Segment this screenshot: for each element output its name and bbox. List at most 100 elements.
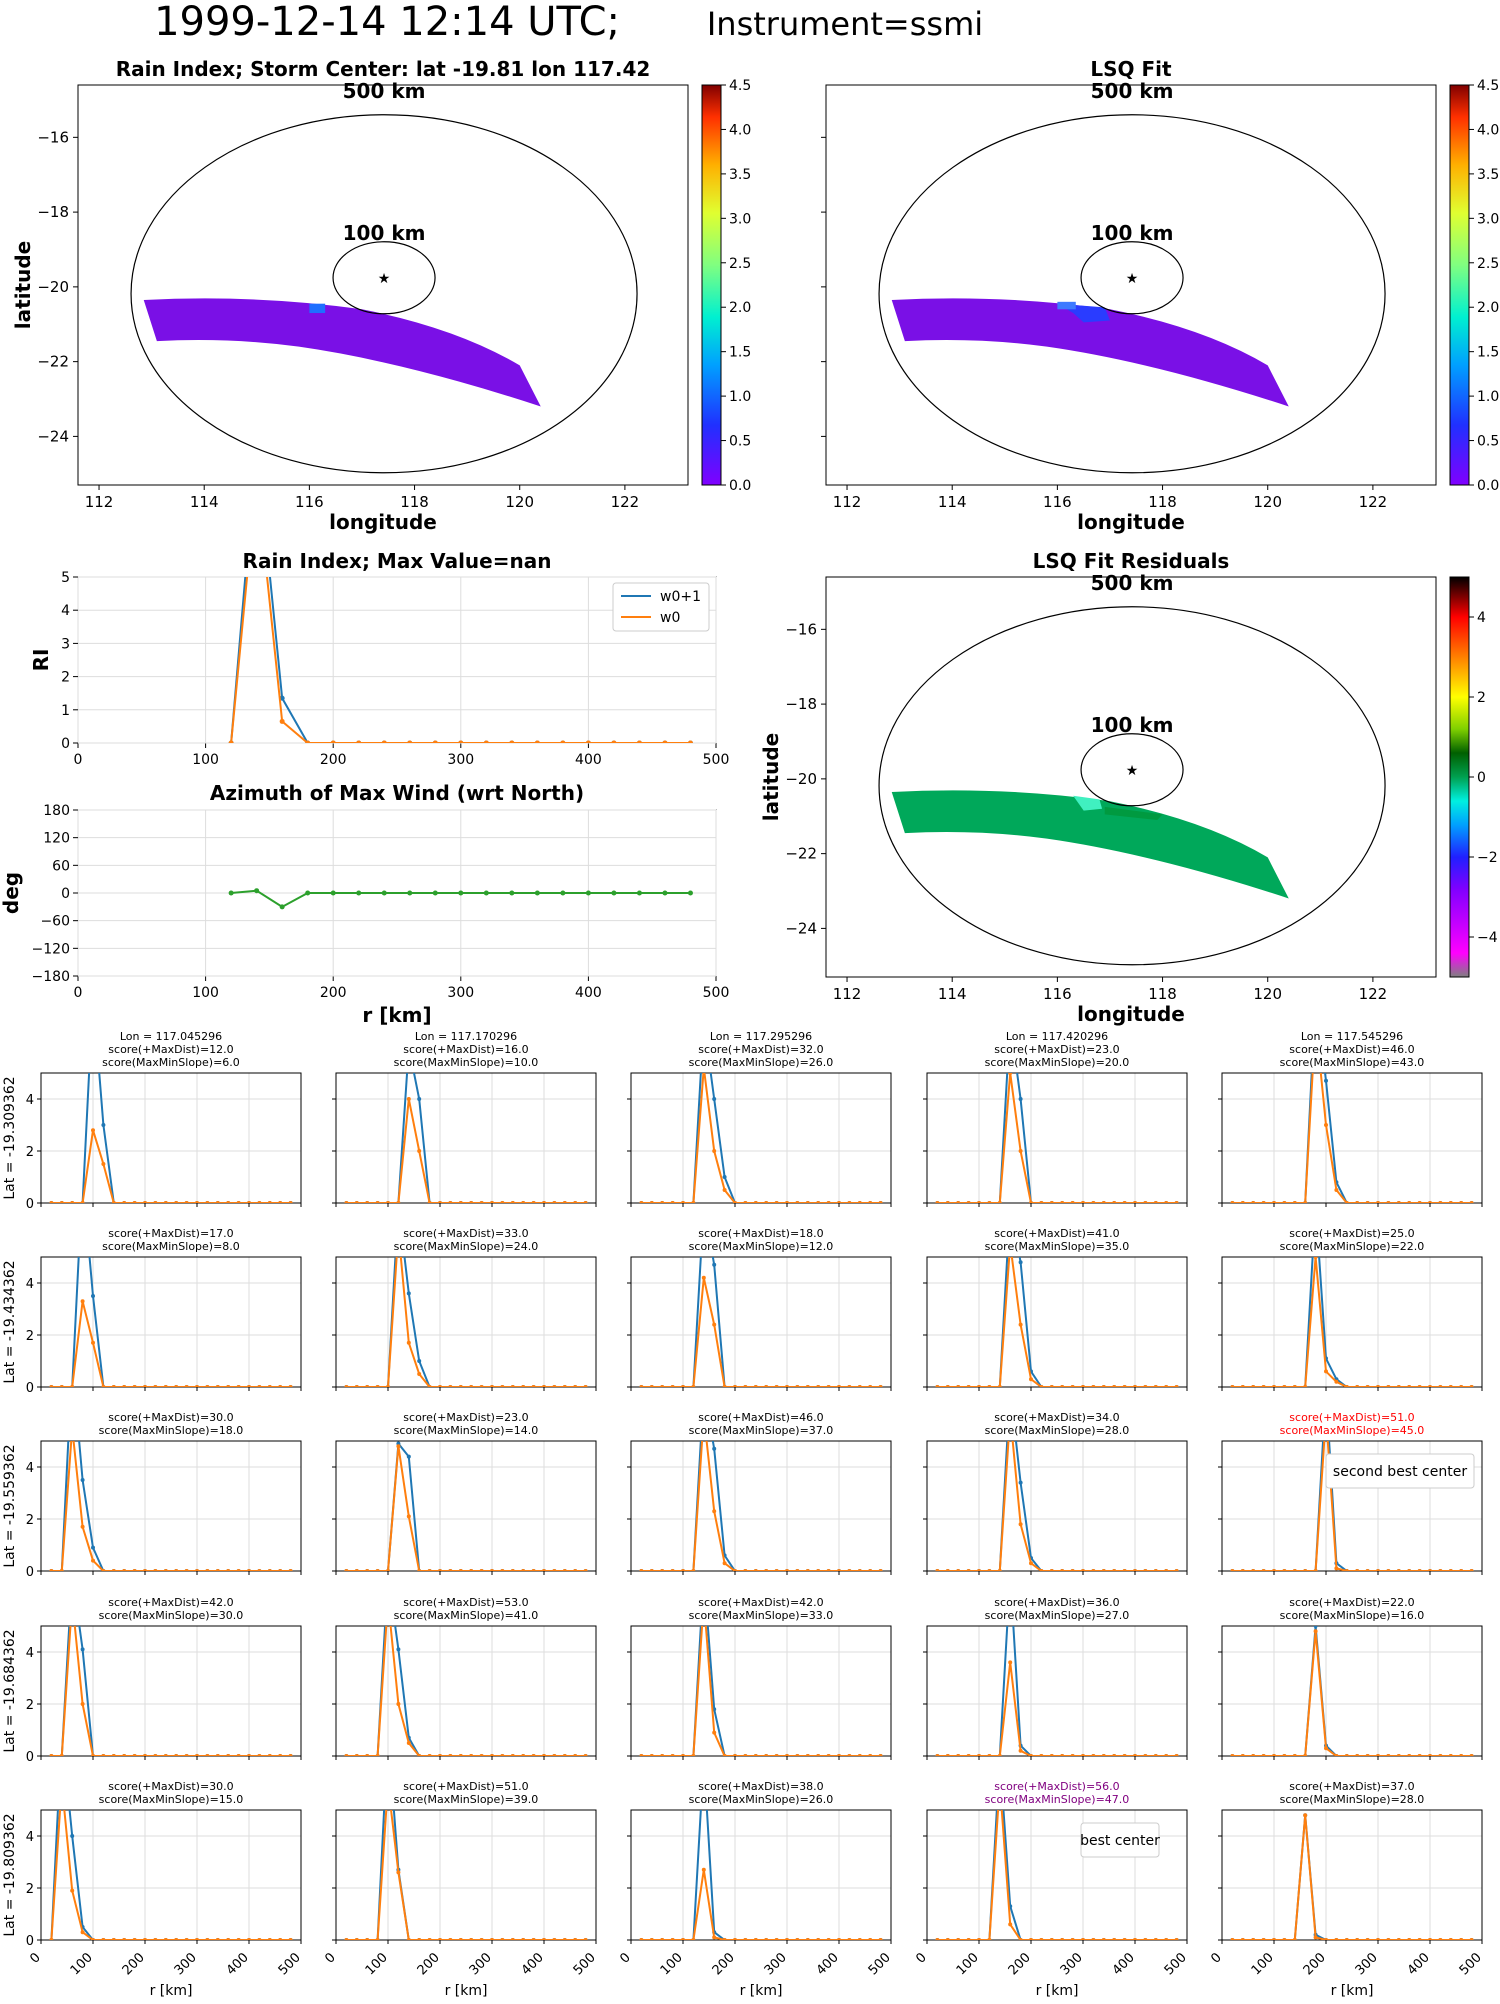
xtick-label: 0 <box>322 1950 338 1966</box>
panel-w0-point <box>1417 1569 1422 1571</box>
panel-w0-point <box>1417 1385 1422 1387</box>
panel-w0-point <box>785 1754 789 1756</box>
panel-w0-point <box>691 1201 696 1203</box>
xtick-label: 0 <box>74 752 83 768</box>
panel-w0-point <box>1261 1754 1266 1756</box>
panel-w0-point <box>997 1569 1002 1571</box>
panel-w0-point <box>226 1569 231 1571</box>
map-ring-500 <box>878 114 1386 474</box>
panel-w0-point <box>1292 1201 1297 1203</box>
panel-w0-point <box>1282 1201 1287 1203</box>
panel-w0-point <box>774 1938 779 1940</box>
panel-w0-point <box>649 1938 654 1940</box>
panel-w0-point <box>1261 1938 1266 1940</box>
panel-w0-point <box>448 1385 453 1387</box>
azimuth-plot: 0 100 200 300 400 500 180 120 60 0 −60 −120 −180 <box>32 803 730 1001</box>
panel-w0-point <box>987 1754 992 1756</box>
resid-map-colorbar-ticks: 4 2 0 −2 −4 <box>1469 610 1498 946</box>
ri-w0-point <box>228 740 234 743</box>
ri-w0-point <box>585 740 591 743</box>
score-panel-r0-c4: Lon = 117.545296score(+MaxDist)=46.0scor… <box>1218 1030 1483 1207</box>
map-lsq-patch-light <box>1057 301 1076 310</box>
panel-w0-point <box>857 1938 862 1940</box>
panel-w0-point <box>59 1201 64 1203</box>
panel-score-maxminslope: score(MaxMinSlope)=16.0 <box>1280 1609 1425 1622</box>
panel-w0-point <box>354 1754 359 1756</box>
lsq-map-xlabel: longitude <box>1077 510 1185 534</box>
grid-xlabel: r [km] <box>740 1983 783 1999</box>
panel-w0-point <box>406 1097 411 1101</box>
map-xtick-label: 122 <box>1359 985 1388 1003</box>
row-lat-label: Lat = -19.559362 <box>2 1444 18 1567</box>
panel-w0-point <box>521 1385 526 1387</box>
panel-w0-point <box>1049 1201 1054 1203</box>
panel-w0-point <box>427 1754 432 1756</box>
panel-w0-point <box>1355 1201 1360 1203</box>
panel-score-maxdist: score(+MaxDist)=33.0 <box>403 1227 528 1240</box>
panel-w0-point <box>479 1938 484 1940</box>
panel-w0-point <box>386 1569 390 1571</box>
panel-w0-point <box>857 1201 862 1203</box>
panel-w0-line <box>937 1662 1177 1756</box>
panel-w0-point <box>521 1938 526 1940</box>
ytick-label: 2 <box>26 1698 34 1713</box>
panel-w0-point <box>386 1385 390 1387</box>
panel-w0-point <box>1060 1201 1065 1203</box>
panel-w0-point <box>1261 1569 1266 1571</box>
map-ytick-label: −18 <box>785 695 817 713</box>
ri-w0-point <box>662 740 668 743</box>
panel-w0-point <box>785 1201 789 1203</box>
panel-w0-point <box>1153 1938 1158 1940</box>
panel-w0-point <box>417 1569 422 1571</box>
panel-frame <box>40 1625 302 1757</box>
panel-w0-line <box>51 1129 291 1203</box>
resid-map-panel: LSQ Fit Residuals 112 114 116 118 120 122 −16 −… <box>759 549 1498 1026</box>
panel-w0-point <box>795 1754 800 1756</box>
panel-w0-point <box>956 1569 961 1571</box>
panel-w0-point <box>837 1385 841 1387</box>
xtick-label: 0 <box>617 1950 633 1966</box>
map-swath <box>891 790 1289 899</box>
panel-w0-point <box>1112 1754 1117 1756</box>
panel-w0-point <box>1396 1754 1401 1756</box>
xtick-label: 400 <box>224 1950 252 1978</box>
panel-score-maxminslope: score(MaxMinSlope)=45.0 <box>1280 1424 1425 1437</box>
panel-w0-point <box>143 1569 147 1571</box>
row-lat-label: Lat = -19.309362 <box>2 1076 18 1199</box>
panel-w0-point <box>91 1340 95 1345</box>
panel-score-maxdist: score(+MaxDist)=18.0 <box>698 1227 823 1240</box>
score-panel-r1-c0: 0 2 4 score(+MaxDist)=17.0score(MaxMinSlope… <box>26 1227 302 1396</box>
ri-w0-point <box>407 740 413 743</box>
panel-w0-point <box>132 1569 137 1571</box>
panel-w0-point <box>215 1754 220 1756</box>
panel-w0-line <box>937 1257 1177 1387</box>
panel-w0-point <box>365 1385 370 1387</box>
ytick-label: 2 <box>61 670 70 686</box>
ytick-label: 180 <box>43 803 70 819</box>
panel-w0-line <box>51 1626 291 1756</box>
panel-w0-point <box>1272 1385 1276 1387</box>
panel-w0-point <box>1365 1569 1370 1571</box>
grid-xlabel: r [km] <box>1331 1983 1374 1999</box>
panel-score-maxminslope: score(MaxMinSlope)=26.0 <box>689 1793 834 1806</box>
panel-w0-point <box>438 1569 442 1571</box>
colorbar-tick-label: 1.5 <box>729 345 751 361</box>
xtick-label: 300 <box>762 1950 790 1978</box>
panel-w0-point <box>500 1385 505 1387</box>
panel-w0-point <box>205 1385 210 1387</box>
panel-frame <box>630 1809 892 1941</box>
panel-w0-point <box>438 1754 442 1756</box>
panel-w0-point <box>649 1385 654 1387</box>
panel-w0-point <box>91 1558 95 1563</box>
xtick-label: 500 <box>571 1950 599 1978</box>
panel-w0-point <box>195 1754 199 1756</box>
ri-profile-ylabel: RI <box>29 649 53 672</box>
panel-w0-point <box>868 1385 873 1387</box>
panel-w0-line <box>51 1441 291 1571</box>
panel-w0-point <box>438 1201 442 1203</box>
xtick-label: 400 <box>519 1950 547 1978</box>
panel-w0-point <box>70 1385 75 1387</box>
ytick-label: 120 <box>43 831 70 847</box>
panel-w0-point <box>247 1569 251 1571</box>
panel-w0-point <box>247 1201 251 1203</box>
